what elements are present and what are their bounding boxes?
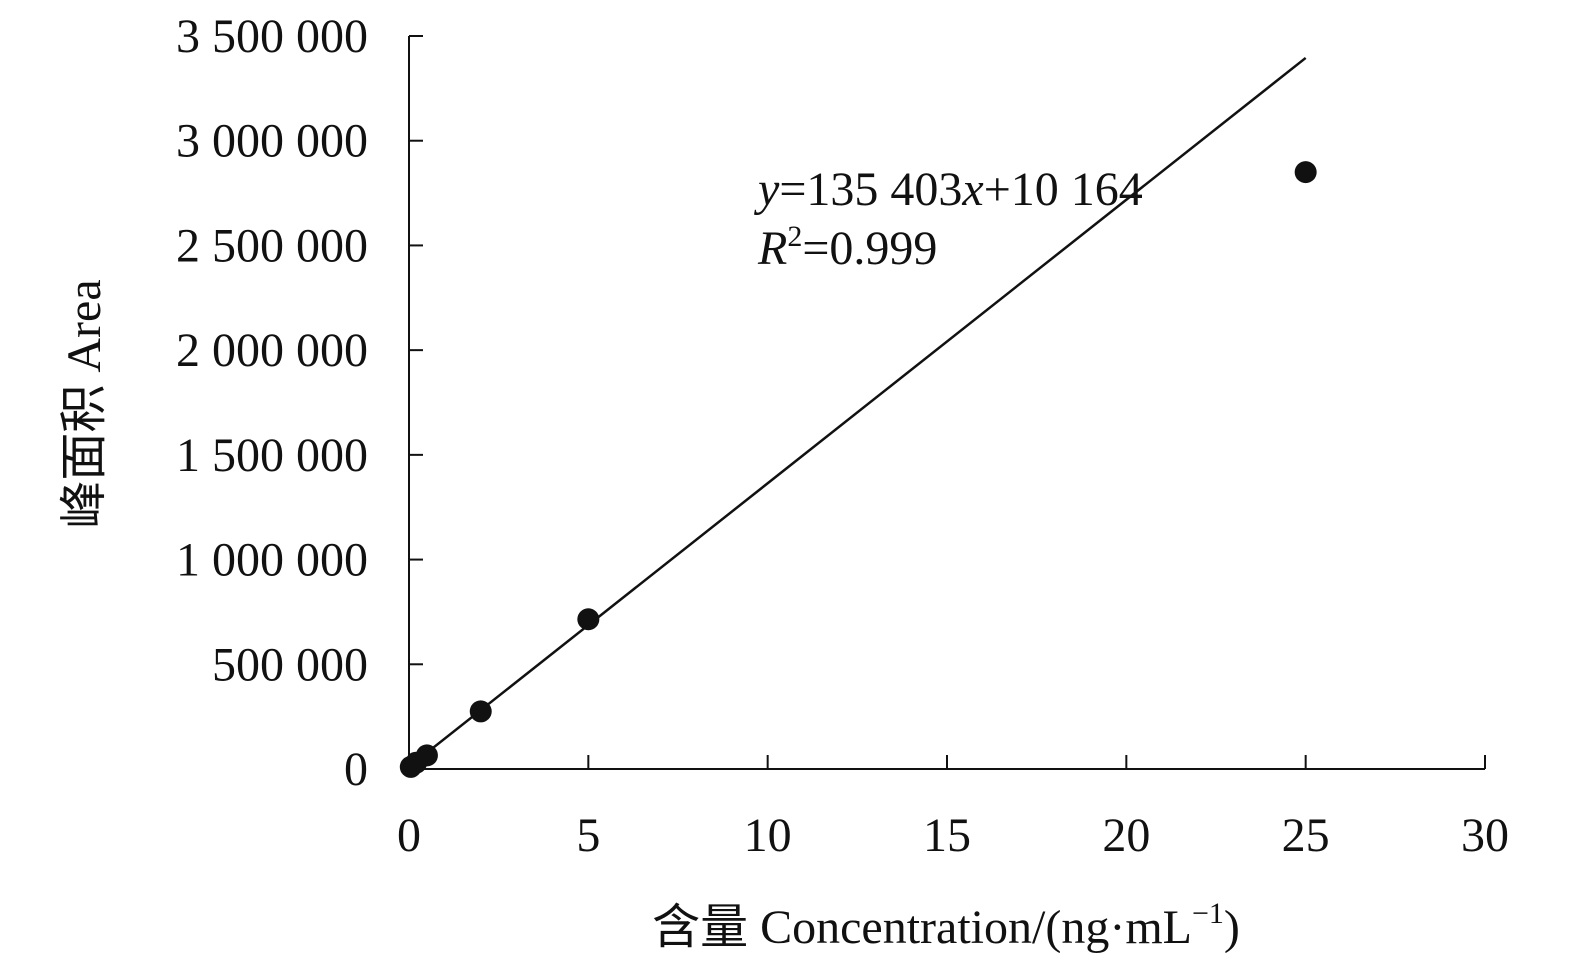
x-ticks: 0 5 10 15 20 25 30 — [397, 755, 1509, 862]
x-tick-label: 5 — [576, 809, 600, 862]
y-tick-label: 500 000 — [212, 638, 368, 691]
y-axis-title: 峰面积 Area — [58, 279, 111, 528]
x-axis-title: 含量 Concentration/(ng·mL−1) — [652, 897, 1240, 954]
trendline — [408, 56, 1307, 768]
x-tick-label: 20 — [1102, 809, 1150, 862]
x-tick-label: 15 — [923, 809, 971, 862]
y-tick-label: 3 000 000 — [176, 115, 368, 168]
y-tick-label: 2 000 000 — [176, 324, 368, 377]
y-tick-label: 0 — [344, 743, 368, 796]
x-tick-label: 0 — [397, 809, 421, 862]
y-tick-label: 2 500 000 — [176, 219, 368, 272]
axes — [408, 36, 1485, 770]
data-points — [399, 161, 1317, 778]
x-tick-label: 10 — [744, 809, 792, 862]
y-tick-label: 3 500 000 — [176, 10, 368, 63]
data-point — [469, 700, 492, 723]
y-ticks: 0 500 000 1 000 000 1 500 000 2 000 000 2 500… — [176, 10, 423, 796]
r-squared-label: R2=0.999 — [757, 220, 937, 275]
equation-label: y=135 403x+10 164 — [753, 163, 1143, 216]
data-point — [577, 608, 600, 631]
y-tick-label: 1 000 000 — [176, 534, 368, 587]
x-tick-label: 30 — [1461, 809, 1509, 862]
trendline-group — [408, 56, 1307, 768]
y-tick-label: 1 500 000 — [176, 429, 368, 482]
data-point — [415, 744, 438, 767]
x-tick-label: 25 — [1282, 809, 1330, 862]
data-point — [1294, 161, 1317, 184]
